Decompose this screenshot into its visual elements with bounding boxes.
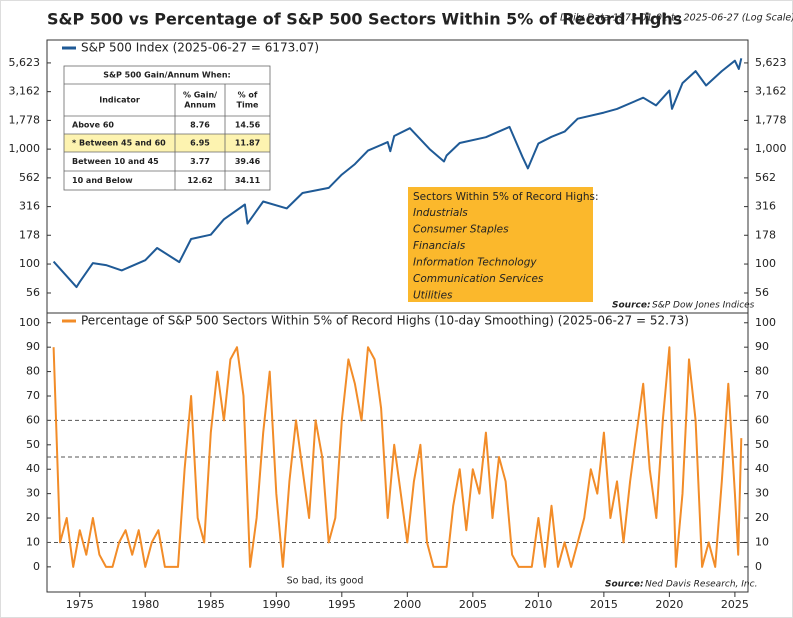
table-header: % Gain/	[183, 91, 217, 100]
x-tick-label: 1980	[131, 598, 159, 611]
annotation-box-title: Sectors Within 5% of Record Highs:	[413, 191, 599, 203]
y2-tick-label: 178	[755, 228, 776, 241]
y-tick-label: 0	[33, 560, 40, 573]
table-cell: 6.95	[190, 139, 210, 148]
chart-subtitle: Daily Data 1973-01-01 to 2025-06-27 (Log…	[560, 13, 793, 24]
table-cell: Above 60	[72, 121, 114, 130]
y2-tick-label: 1,000	[755, 142, 787, 155]
y2-tick-label: 100	[755, 316, 776, 329]
table-cell: 12.62	[187, 176, 212, 185]
y2-tick-label: 5,623	[755, 56, 787, 69]
y-tick-label: 5,623	[9, 56, 41, 69]
annotation: So bad, its good	[287, 576, 364, 587]
y-tick-label: 178	[19, 228, 40, 241]
x-tick-label: 2015	[590, 598, 618, 611]
y2-tick-label: 30	[755, 487, 769, 500]
y-tick-label: 90	[26, 340, 40, 353]
table-cell: 34.11	[235, 176, 261, 185]
x-tick-label: 1995	[328, 598, 356, 611]
table-cell: 8.76	[190, 121, 210, 130]
y-tick-label: 60	[26, 413, 40, 426]
y-tick-label: 40	[26, 462, 40, 475]
x-tick-label: 2020	[655, 598, 683, 611]
x-tick-label: 2025	[721, 598, 749, 611]
data-line	[52, 58, 743, 289]
y2-tick-label: 316	[755, 200, 776, 213]
y2-tick-label: 90	[755, 340, 769, 353]
table-header: Annum	[184, 101, 216, 110]
y2-tick-label: 50	[755, 438, 769, 451]
y-tick-label: 100	[19, 316, 40, 329]
y2-tick-label: 0	[755, 560, 762, 573]
y-tick-label: 50	[26, 438, 40, 451]
source-label: Source:	[612, 301, 651, 311]
x-tick-label: 1990	[262, 598, 290, 611]
y2-tick-label: 562	[755, 171, 776, 184]
y-tick-label: 1,000	[9, 142, 41, 155]
table-header: Time	[237, 101, 260, 110]
y-tick-label: 80	[26, 365, 40, 378]
legend-label: S&P 500 Index (2025-06-27 = 6173.07)	[81, 41, 319, 55]
table-cell: 10 and Below	[72, 176, 133, 185]
table-title: S&P 500 Gain/Annum When:	[103, 71, 230, 80]
table-header: % of	[238, 91, 258, 100]
y2-tick-label: 3,162	[755, 85, 787, 98]
y2-tick-label: 60	[755, 413, 769, 426]
plot-frame	[46, 39, 749, 593]
annotation-box-item: Financials	[413, 240, 466, 252]
x-tick-label: 1985	[197, 598, 225, 611]
annotation-box-item: Utilities	[413, 290, 453, 302]
y-tick-label: 562	[19, 171, 40, 184]
table-cell: 11.87	[235, 139, 260, 148]
source: S&P Dow Jones Indices	[652, 301, 755, 311]
y2-tick-label: 70	[755, 389, 769, 402]
annotation-box	[408, 187, 593, 302]
annotation-box-item: Information Technology	[413, 257, 537, 269]
x-tick-label: 2010	[524, 598, 552, 611]
y-tick-label: 56	[26, 286, 40, 299]
table-header: Indicator	[99, 96, 140, 105]
annotation-box-item: Communication Services	[413, 273, 544, 285]
data-line	[52, 346, 743, 568]
table-frame	[63, 65, 271, 191]
y2-tick-label: 100	[755, 257, 776, 270]
annotation-box-item: Consumer Staples	[413, 224, 509, 236]
table-cell: 14.56	[235, 121, 261, 130]
annotation-box-item: Industrials	[413, 207, 468, 219]
y-tick-label: 30	[26, 487, 40, 500]
x-tick-label: 1975	[66, 598, 94, 611]
source: Ned Davis Research, Inc.	[645, 580, 757, 590]
table-cell: Between 10 and 45	[72, 157, 159, 166]
y2-tick-label: 40	[755, 462, 769, 475]
legend-label: Percentage of S&P 500 Sectors Within 5% …	[81, 314, 689, 328]
y-tick-label: 20	[26, 511, 40, 524]
x-tick-label: 2005	[459, 598, 487, 611]
y2-tick-label: 20	[755, 511, 769, 524]
chart-title: S&P 500 vs Percentage of S&P 500 Sectors…	[47, 10, 682, 29]
y2-tick-label: 80	[755, 365, 769, 378]
y-tick-label: 70	[26, 389, 40, 402]
y2-tick-label: 10	[755, 535, 769, 548]
table-cell: 39.46	[235, 157, 261, 166]
highlight-row	[64, 134, 270, 152]
source-label: Source:	[605, 580, 644, 590]
y-tick-label: 316	[19, 200, 40, 213]
y2-tick-label: 56	[755, 286, 769, 299]
y-tick-label: 3,162	[9, 85, 41, 98]
table-cell: 3.77	[190, 157, 210, 166]
y2-tick-label: 1,778	[755, 113, 787, 126]
y-tick-label: 1,778	[9, 113, 41, 126]
y-tick-label: 10	[26, 535, 40, 548]
y-tick-label: 100	[19, 257, 40, 270]
table-cell: * Between 45 and 60	[72, 139, 166, 148]
x-tick-label: 2000	[393, 598, 421, 611]
